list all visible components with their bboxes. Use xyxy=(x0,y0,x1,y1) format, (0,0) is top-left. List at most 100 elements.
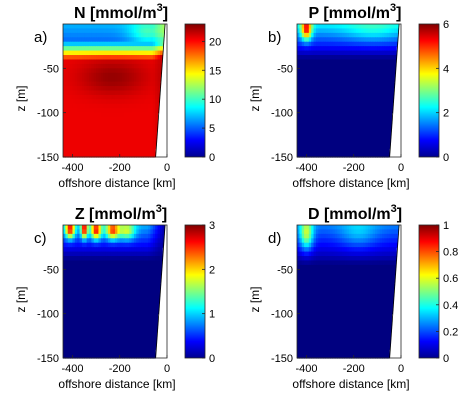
heatmap-cell xyxy=(389,94,393,100)
heatmap-cell xyxy=(155,242,159,248)
heatmap-cell xyxy=(382,229,386,235)
heatmap-cell xyxy=(330,295,334,301)
heatmap-cell xyxy=(299,121,303,127)
heatmap-cell xyxy=(297,112,300,118)
heatmap-cell xyxy=(98,72,102,78)
heatmap-cell xyxy=(141,63,144,69)
heatmap-cell xyxy=(334,247,338,253)
heatmap-cell xyxy=(124,233,128,239)
heatmap-cell xyxy=(304,121,308,127)
heatmap-cell xyxy=(330,300,334,306)
heatmap-cell xyxy=(325,41,329,47)
heatmap-cell xyxy=(349,344,352,350)
heatmap-cell xyxy=(393,59,397,65)
heatmap-cell xyxy=(119,335,123,341)
heatmap-cell xyxy=(308,125,312,131)
heatmap-cell xyxy=(81,322,85,328)
heatmap-cell xyxy=(143,282,147,288)
heatmap-cell xyxy=(103,37,107,43)
heatmap-cell xyxy=(74,103,78,109)
heatmap-cell xyxy=(96,225,100,231)
heatmap-cell xyxy=(382,264,386,270)
heatmap-cell xyxy=(330,291,334,297)
heatmap-cell xyxy=(67,130,71,136)
heatmap-cell xyxy=(334,24,338,30)
heatmap-cell xyxy=(346,94,350,100)
heatmap-cell xyxy=(389,103,393,109)
heatmap-cell xyxy=(363,331,367,337)
heatmap-cell xyxy=(143,55,147,61)
heatmap-cell xyxy=(138,322,142,328)
heatmap-cell xyxy=(145,143,149,149)
heatmap-cell xyxy=(124,295,128,301)
heatmap-cell xyxy=(325,256,329,262)
heatmap-cell xyxy=(126,238,130,244)
heatmap-cell xyxy=(148,103,152,109)
heatmap-cell xyxy=(131,251,135,257)
heatmap-cell xyxy=(124,143,128,149)
heatmap-cell xyxy=(79,242,83,248)
heatmap-cell xyxy=(65,269,69,275)
heatmap-cell xyxy=(133,134,137,140)
land-mask xyxy=(155,225,167,358)
heatmap-cell xyxy=(150,117,154,123)
heatmap-cell xyxy=(98,242,102,248)
heatmap-cell xyxy=(365,139,369,145)
heatmap-cell xyxy=(63,247,66,253)
heatmap-cell xyxy=(124,72,128,78)
heatmap-cell xyxy=(360,72,364,78)
heatmap-cell xyxy=(110,251,114,257)
heatmap-cell xyxy=(112,117,116,123)
heatmap-cell xyxy=(313,225,317,231)
heatmap-cell xyxy=(148,273,152,279)
heatmap-cell xyxy=(100,287,104,293)
heatmap-cell xyxy=(103,344,107,350)
heatmap-cell xyxy=(110,77,114,83)
heatmap-cell xyxy=(155,121,159,127)
heatmap-cell xyxy=(344,139,348,145)
heatmap-cell xyxy=(360,233,364,239)
heatmap-cell xyxy=(136,309,140,315)
heatmap-cell xyxy=(72,32,76,38)
heatmap-cell xyxy=(323,103,326,109)
heatmap-cell xyxy=(313,256,317,262)
heatmap-cell xyxy=(72,300,76,306)
heatmap-cell xyxy=(79,50,83,56)
heatmap-cell xyxy=(363,125,367,131)
heatmap-cell xyxy=(136,99,140,105)
heatmap-cell xyxy=(311,41,315,47)
heatmap-cell xyxy=(349,309,352,315)
heatmap-cell xyxy=(77,291,81,297)
heatmap-cell xyxy=(107,77,111,83)
heatmap-cell xyxy=(311,77,315,83)
heatmap-cell xyxy=(372,278,376,284)
heatmap-cell xyxy=(63,108,66,114)
heatmap-cell xyxy=(389,68,393,74)
heatmap-cell xyxy=(304,264,308,270)
heatmap-cell xyxy=(391,295,395,301)
heatmap-cell xyxy=(334,335,338,341)
heatmap-cell xyxy=(367,287,371,293)
heatmap-cell xyxy=(391,264,395,270)
heatmap-cell xyxy=(67,99,71,105)
heatmap-cell xyxy=(136,108,140,114)
heatmap-cell xyxy=(367,143,371,149)
heatmap-cell xyxy=(65,273,69,279)
heatmap-cell xyxy=(84,225,88,231)
heatmap-cell xyxy=(327,117,331,123)
heatmap-cell xyxy=(67,349,71,355)
heatmap-cell xyxy=(79,331,83,337)
heatmap-cell xyxy=(346,24,350,30)
heatmap-cell xyxy=(107,269,111,275)
heatmap-cell xyxy=(363,340,367,346)
heatmap-cell xyxy=(150,72,154,78)
heatmap-cell xyxy=(117,50,121,56)
heatmap-cell xyxy=(124,125,128,131)
heatmap-cell xyxy=(297,251,300,257)
heatmap-cell xyxy=(372,295,376,301)
heatmap-cell xyxy=(389,242,393,248)
heatmap-cell xyxy=(96,233,100,239)
heatmap-cell xyxy=(157,77,161,83)
heatmap-cell xyxy=(323,256,326,262)
heatmap-cell xyxy=(150,152,154,158)
